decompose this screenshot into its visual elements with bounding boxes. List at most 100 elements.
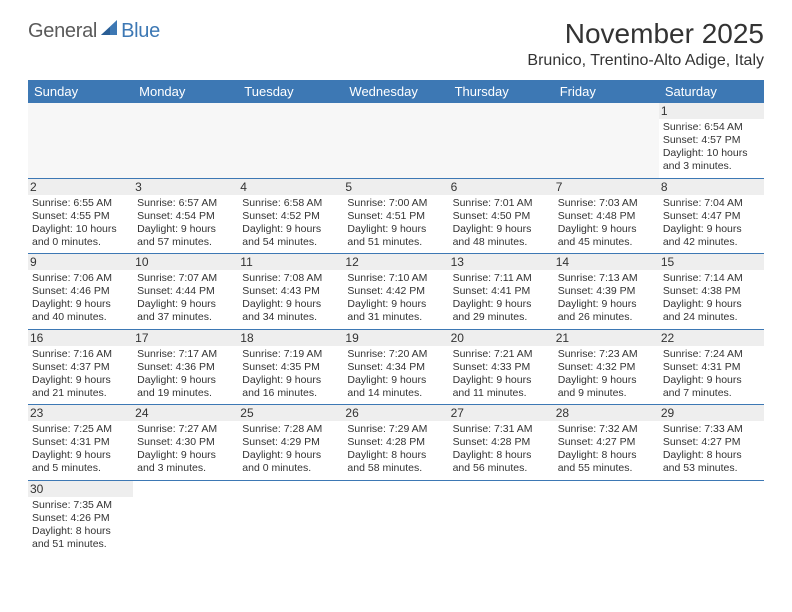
day-number: 7 (554, 179, 659, 195)
day-number: 11 (238, 254, 343, 270)
day-number: 24 (133, 405, 238, 421)
weekday-header: Saturday (659, 80, 764, 103)
calendar-cell (659, 480, 764, 555)
day-number: 17 (133, 330, 238, 346)
day-info: Sunrise: 7:32 AMSunset: 4:27 PMDaylight:… (558, 423, 655, 476)
calendar-cell: 14 Sunrise: 7:13 AMSunset: 4:39 PMDayligh… (554, 254, 659, 330)
day-number: 15 (659, 254, 764, 270)
calendar-week-row: 9 Sunrise: 7:06 AMSunset: 4:46 PMDaylight… (28, 254, 764, 330)
calendar-cell: 24 Sunrise: 7:27 AMSunset: 4:30 PMDayligh… (133, 405, 238, 481)
calendar-table: Sunday Monday Tuesday Wednesday Thursday… (28, 80, 764, 555)
day-number: 18 (238, 330, 343, 346)
day-number: 23 (28, 405, 133, 421)
weekday-header-row: Sunday Monday Tuesday Wednesday Thursday… (28, 80, 764, 103)
header: General Blue November 2025 Brunico, Tren… (0, 0, 792, 74)
calendar-cell: 3 Sunrise: 6:57 AMSunset: 4:54 PMDaylight… (133, 178, 238, 254)
day-number: 12 (343, 254, 448, 270)
calendar-body: 1 Sunrise: 6:54 AMSunset: 4:57 PMDaylight… (28, 103, 764, 555)
day-number: 29 (659, 405, 764, 421)
calendar-cell: 11 Sunrise: 7:08 AMSunset: 4:43 PMDayligh… (238, 254, 343, 330)
calendar-cell: 22 Sunrise: 7:24 AMSunset: 4:31 PMDayligh… (659, 329, 764, 405)
calendar-cell: 15 Sunrise: 7:14 AMSunset: 4:38 PMDayligh… (659, 254, 764, 330)
weekday-header: Monday (133, 80, 238, 103)
day-info: Sunrise: 7:10 AMSunset: 4:42 PMDaylight:… (347, 272, 444, 325)
day-info: Sunrise: 6:57 AMSunset: 4:54 PMDaylight:… (137, 197, 234, 250)
day-info: Sunrise: 7:25 AMSunset: 4:31 PMDaylight:… (32, 423, 129, 476)
calendar-cell: 29Sunrise: 7:33 AMSunset: 4:27 PMDayligh… (659, 405, 764, 481)
day-number: 22 (659, 330, 764, 346)
calendar-week-row: 16 Sunrise: 7:16 AMSunset: 4:37 PMDayligh… (28, 329, 764, 405)
day-number: 20 (449, 330, 554, 346)
day-number: 5 (343, 179, 448, 195)
day-info: Sunrise: 7:07 AMSunset: 4:44 PMDaylight:… (137, 272, 234, 325)
calendar-cell: 27 Sunrise: 7:31 AMSunset: 4:28 PMDayligh… (449, 405, 554, 481)
calendar-cell (343, 103, 448, 178)
day-info: Sunrise: 7:00 AMSunset: 4:51 PMDaylight:… (347, 197, 444, 250)
day-number: 13 (449, 254, 554, 270)
day-number: 30 (28, 481, 133, 497)
calendar-cell: 5 Sunrise: 7:00 AMSunset: 4:51 PMDaylight… (343, 178, 448, 254)
calendar-cell: 25Sunrise: 7:28 AMSunset: 4:29 PMDayligh… (238, 405, 343, 481)
day-info: Sunrise: 7:16 AMSunset: 4:37 PMDaylight:… (32, 348, 129, 401)
calendar-cell: 20Sunrise: 7:21 AMSunset: 4:33 PMDayligh… (449, 329, 554, 405)
day-number: 16 (28, 330, 133, 346)
day-info: Sunrise: 7:23 AMSunset: 4:32 PMDaylight:… (558, 348, 655, 401)
calendar-cell: 8 Sunrise: 7:04 AMSunset: 4:47 PMDaylight… (659, 178, 764, 254)
calendar-cell: 10Sunrise: 7:07 AMSunset: 4:44 PMDayligh… (133, 254, 238, 330)
day-number: 9 (28, 254, 133, 270)
weekday-header: Sunday (28, 80, 133, 103)
day-info: Sunrise: 7:31 AMSunset: 4:28 PMDaylight:… (453, 423, 550, 476)
day-info: Sunrise: 6:54 AMSunset: 4:57 PMDaylight:… (663, 121, 760, 174)
location: Brunico, Trentino-Alto Adige, Italy (527, 52, 764, 70)
day-info: Sunrise: 6:58 AMSunset: 4:52 PMDaylight:… (242, 197, 339, 250)
calendar-cell: 13 Sunrise: 7:11 AMSunset: 4:41 PMDayligh… (449, 254, 554, 330)
calendar-cell: 2Sunrise: 6:55 AMSunset: 4:55 PMDaylight… (28, 178, 133, 254)
day-info: Sunrise: 7:24 AMSunset: 4:31 PMDaylight:… (663, 348, 760, 401)
day-info: Sunrise: 7:27 AMSunset: 4:30 PMDaylight:… (137, 423, 234, 476)
calendar-cell (28, 103, 133, 178)
day-number: 3 (133, 179, 238, 195)
day-info: Sunrise: 7:06 AMSunset: 4:46 PMDaylight:… (32, 272, 129, 325)
day-info: Sunrise: 7:11 AMSunset: 4:41 PMDaylight:… (453, 272, 550, 325)
weekday-header: Friday (554, 80, 659, 103)
calendar-cell: 19Sunrise: 7:20 AMSunset: 4:34 PMDayligh… (343, 329, 448, 405)
weekday-header: Tuesday (238, 80, 343, 103)
day-number: 2 (28, 179, 133, 195)
calendar-cell: 9 Sunrise: 7:06 AMSunset: 4:46 PMDaylight… (28, 254, 133, 330)
calendar-cell (238, 103, 343, 178)
calendar-week-row: 23 Sunrise: 7:25 AMSunset: 4:31 PMDayligh… (28, 405, 764, 481)
day-info: Sunrise: 7:08 AMSunset: 4:43 PMDaylight:… (242, 272, 339, 325)
day-number: 1 (659, 103, 764, 119)
calendar-cell (554, 480, 659, 555)
day-info: Sunrise: 7:13 AMSunset: 4:39 PMDaylight:… (558, 272, 655, 325)
calendar-week-row: 1 Sunrise: 6:54 AMSunset: 4:57 PMDaylight… (28, 103, 764, 178)
weekday-header: Wednesday (343, 80, 448, 103)
calendar-cell: 17 Sunrise: 7:17 AMSunset: 4:36 PMDayligh… (133, 329, 238, 405)
day-info: Sunrise: 7:01 AMSunset: 4:50 PMDaylight:… (453, 197, 550, 250)
calendar-cell: 6 Sunrise: 7:01 AMSunset: 4:50 PMDaylight… (449, 178, 554, 254)
day-info: Sunrise: 7:17 AMSunset: 4:36 PMDaylight:… (137, 348, 234, 401)
day-number: 27 (449, 405, 554, 421)
weekday-header: Thursday (449, 80, 554, 103)
calendar-cell: 26 Sunrise: 7:29 AMSunset: 4:28 PMDayligh… (343, 405, 448, 481)
calendar-cell (449, 480, 554, 555)
day-number: 28 (554, 405, 659, 421)
day-number: 8 (659, 179, 764, 195)
calendar-cell: 21Sunrise: 7:23 AMSunset: 4:32 PMDayligh… (554, 329, 659, 405)
calendar-cell (133, 103, 238, 178)
day-info: Sunrise: 7:29 AMSunset: 4:28 PMDaylight:… (347, 423, 444, 476)
day-number: 14 (554, 254, 659, 270)
day-number: 25 (238, 405, 343, 421)
calendar-cell (449, 103, 554, 178)
day-number: 26 (343, 405, 448, 421)
calendar-cell: 7 Sunrise: 7:03 AMSunset: 4:48 PMDaylight… (554, 178, 659, 254)
logo-sail-icon (99, 18, 121, 43)
day-info: Sunrise: 7:03 AMSunset: 4:48 PMDaylight:… (558, 197, 655, 250)
day-info: Sunrise: 7:35 AMSunset: 4:26 PMDaylight:… (32, 499, 129, 552)
calendar-cell (238, 480, 343, 555)
day-info: Sunrise: 7:04 AMSunset: 4:47 PMDaylight:… (663, 197, 760, 250)
calendar-cell: 30 Sunrise: 7:35 AMSunset: 4:26 PMDayligh… (28, 480, 133, 555)
calendar-cell (133, 480, 238, 555)
day-number: 6 (449, 179, 554, 195)
day-info: Sunrise: 7:14 AMSunset: 4:38 PMDaylight:… (663, 272, 760, 325)
